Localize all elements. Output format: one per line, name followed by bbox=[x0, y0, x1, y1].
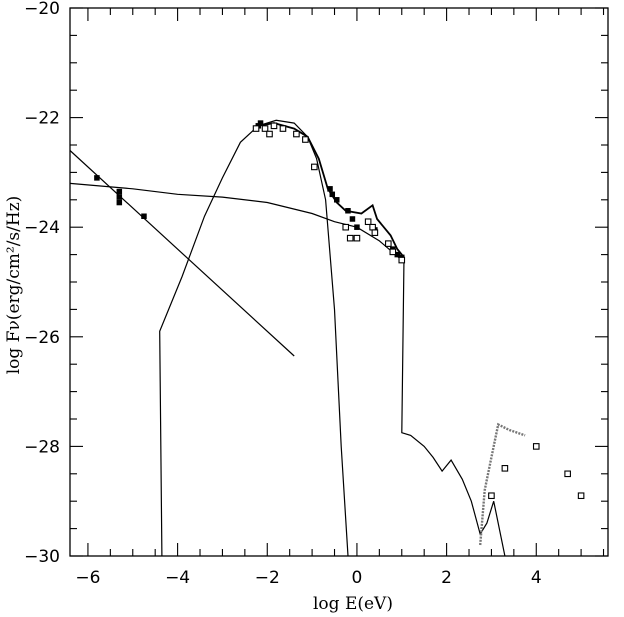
open-point bbox=[577, 492, 585, 500]
y-tick-label: −22 bbox=[24, 109, 60, 129]
x-axis-label: log E(eV) bbox=[313, 594, 393, 614]
tick-labels: −6 −4 −2 0 2 4−30−28−26−24−22−20 bbox=[24, 0, 542, 588]
open-point bbox=[261, 125, 269, 132]
filled-point bbox=[116, 199, 123, 206]
open-point bbox=[293, 130, 300, 138]
x-tick-label: 4 bbox=[531, 568, 542, 588]
filled-point bbox=[354, 224, 360, 230]
model-band bbox=[479, 422, 526, 546]
open-point bbox=[385, 240, 392, 247]
axis-ticks bbox=[70, 7, 608, 557]
filled-point bbox=[349, 216, 356, 222]
open-point bbox=[342, 223, 350, 231]
x-tick-label: 2 bbox=[441, 568, 452, 588]
y-tick-label: −20 bbox=[24, 0, 60, 19]
model-curve bbox=[69, 150, 295, 357]
y-tick-label: −30 bbox=[24, 547, 60, 567]
open-point bbox=[302, 136, 309, 143]
open-point bbox=[371, 229, 379, 236]
filled-point bbox=[345, 208, 351, 214]
model-curve bbox=[69, 182, 403, 261]
y-tick-label: −28 bbox=[24, 437, 60, 457]
open-point bbox=[564, 470, 571, 478]
filled-point bbox=[327, 186, 333, 192]
filled-point bbox=[94, 175, 100, 181]
open-point bbox=[501, 465, 509, 472]
y-tick-label: −26 bbox=[24, 328, 60, 348]
model-curve bbox=[258, 122, 405, 258]
open-point bbox=[266, 130, 273, 138]
open-point bbox=[353, 234, 361, 242]
filled-point bbox=[116, 188, 123, 195]
open-point bbox=[346, 234, 354, 242]
open-point bbox=[311, 163, 318, 171]
open-point bbox=[270, 122, 278, 130]
data-points bbox=[94, 120, 585, 500]
filled-point bbox=[141, 213, 147, 219]
open-point bbox=[369, 223, 376, 231]
open-point bbox=[279, 125, 287, 132]
filled-point bbox=[116, 194, 123, 200]
filled-point bbox=[329, 191, 336, 198]
open-point bbox=[252, 125, 260, 132]
x-tick-label: 0 bbox=[352, 568, 363, 588]
open-point bbox=[398, 256, 406, 264]
x-tick-label: −2 bbox=[255, 568, 280, 588]
filled-point bbox=[257, 120, 264, 126]
model-curve bbox=[159, 119, 349, 557]
open-point bbox=[488, 492, 495, 500]
filled-point bbox=[394, 251, 401, 258]
plot-frame bbox=[69, 7, 609, 557]
y-tick-label: −24 bbox=[24, 218, 60, 238]
filled-point bbox=[334, 197, 340, 203]
open-point bbox=[532, 443, 540, 450]
model-curves bbox=[69, 119, 526, 557]
model-curve bbox=[401, 257, 506, 557]
y-axis-label: log Fν(erg/cm²/s/Hz) bbox=[4, 196, 24, 375]
open-point bbox=[389, 248, 397, 256]
x-tick-label: −6 bbox=[75, 568, 100, 588]
x-tick-label: −4 bbox=[165, 568, 190, 588]
open-point bbox=[364, 218, 372, 226]
